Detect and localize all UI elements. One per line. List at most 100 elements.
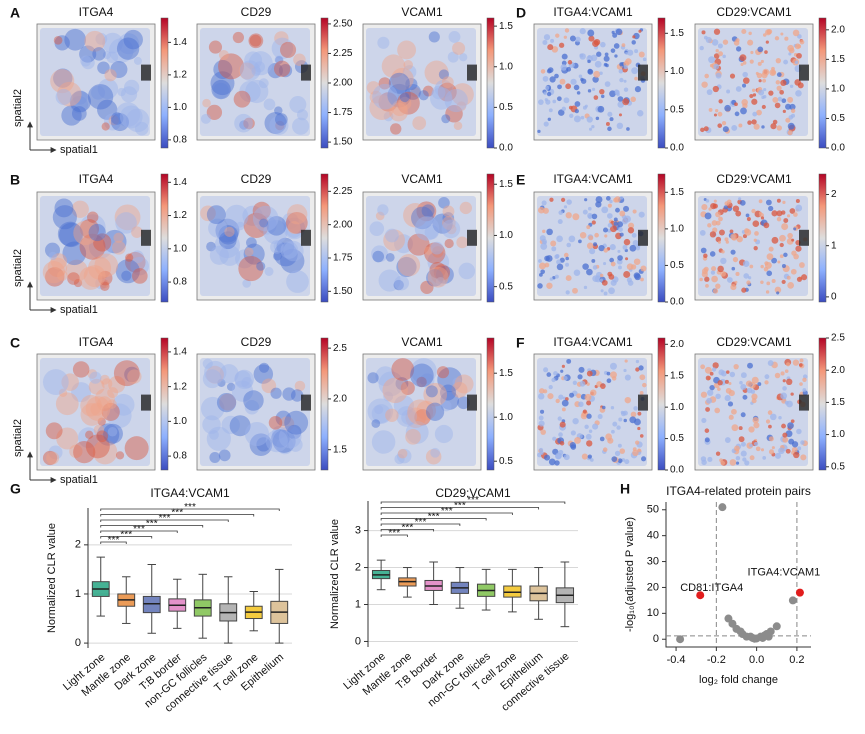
tissue-blob — [731, 408, 737, 415]
tissue-blob — [53, 35, 63, 45]
tissue-blob — [597, 105, 605, 113]
tissue-blob — [219, 364, 239, 384]
tissue-blob — [54, 35, 70, 51]
point — [795, 588, 804, 597]
tissue-blob — [721, 121, 727, 126]
tissue-blob — [762, 33, 767, 37]
tissue-blob — [797, 446, 802, 451]
colorbar — [320, 17, 329, 149]
tissue-blob — [554, 254, 559, 260]
tissue-blob — [774, 36, 780, 41]
tissue-blob — [71, 200, 89, 218]
tissue-blob — [544, 454, 551, 461]
tissue-blob — [239, 60, 261, 81]
colorbar-tick-label: 0.8 — [173, 277, 187, 288]
tissue-blob — [285, 211, 308, 234]
tissue-edge — [467, 394, 477, 411]
tissue-blob — [397, 448, 408, 459]
tissue-blob — [565, 290, 570, 295]
tissue-blob — [614, 54, 618, 58]
tissue-blob — [242, 205, 263, 226]
tissue-blob — [539, 262, 546, 270]
x-axis-label: log₂ fold change — [699, 674, 778, 686]
tissue-blob — [52, 205, 77, 230]
tissue — [366, 196, 476, 296]
tissue-blob — [425, 402, 445, 421]
colorbar-tick-label: 1.5 — [670, 28, 684, 39]
tissue-blob — [550, 240, 557, 247]
colorbar-tick-label: 0.5 — [670, 433, 684, 444]
tissue-blob — [561, 106, 566, 111]
tissue-blob — [617, 96, 624, 102]
tissue-blob — [775, 58, 782, 64]
tissue-blob — [610, 225, 617, 233]
tissue-blob — [100, 281, 110, 291]
tissue-blob — [603, 248, 608, 253]
tissue-blob — [637, 110, 644, 117]
tissue-blob — [395, 377, 409, 391]
tissue-blob — [730, 284, 737, 291]
tissue-blob — [738, 197, 742, 201]
tissue-blob — [749, 59, 754, 64]
tissue-blob — [601, 405, 606, 410]
tissue-blob — [206, 365, 224, 384]
tissue-blob — [88, 223, 106, 242]
significance-label: *** — [146, 519, 158, 530]
tissue-blob — [569, 392, 575, 398]
tissue-blob — [549, 197, 554, 202]
tissue-blob — [440, 384, 457, 401]
tissue-blob — [786, 362, 791, 367]
tissue-blob — [559, 78, 566, 85]
tissue-blob — [623, 87, 629, 92]
tissue-blob — [732, 256, 739, 263]
tissue-blob — [736, 235, 743, 243]
tissue-blob — [244, 247, 254, 257]
significance-label: *** — [402, 523, 414, 534]
tissue-blob — [242, 279, 252, 288]
tissue-blob — [574, 436, 581, 444]
tissue-blob — [728, 382, 732, 386]
tissue-blob — [569, 442, 577, 449]
tissue-blob — [446, 224, 457, 235]
tissue-blob — [704, 212, 712, 220]
tissue-blob — [394, 234, 413, 254]
tissue-blob — [770, 123, 777, 130]
tissue-blob — [705, 284, 709, 288]
y-axis-label: -log₁₀(adjusted P value) — [624, 517, 636, 632]
tissue-blob — [786, 275, 791, 280]
tissue-blob — [625, 257, 629, 261]
tissue-blob — [590, 389, 597, 396]
tissue-blob — [108, 38, 134, 63]
tissue-blob — [403, 60, 414, 70]
tissue-blob — [709, 371, 714, 376]
tissue-blob — [584, 198, 588, 202]
tissue-blob — [635, 359, 640, 364]
tissue-blob — [96, 423, 120, 446]
tissue-blob — [133, 56, 142, 65]
tissue-blob — [71, 382, 92, 403]
tissue-blob — [557, 219, 563, 225]
tissue-blob — [607, 111, 613, 117]
tissue-blob — [760, 448, 765, 452]
tissue-blob — [276, 237, 295, 256]
tissue-blob — [799, 39, 805, 45]
tissue-blob — [699, 45, 704, 51]
tissue-blob — [587, 206, 592, 211]
tissue-blob — [427, 266, 449, 288]
tissue-blob — [111, 240, 126, 255]
tissue-blob — [764, 374, 770, 380]
significance-bracket — [380, 523, 461, 526]
tissue-blob — [763, 87, 767, 92]
tissue-blob — [587, 59, 591, 64]
tissue-blob — [200, 113, 211, 124]
tissue-blob — [709, 384, 715, 391]
tissue-blob — [606, 378, 612, 384]
tissue-blob — [724, 437, 731, 443]
tissue-blob — [233, 90, 251, 108]
tissue-blob — [539, 388, 545, 394]
tissue-blob — [705, 36, 712, 43]
map-title: ITGA4 — [79, 172, 114, 186]
tissue-blob — [132, 268, 148, 284]
tissue-blob — [751, 393, 758, 400]
map-title: ITGA4:VCAM1 — [553, 335, 633, 349]
